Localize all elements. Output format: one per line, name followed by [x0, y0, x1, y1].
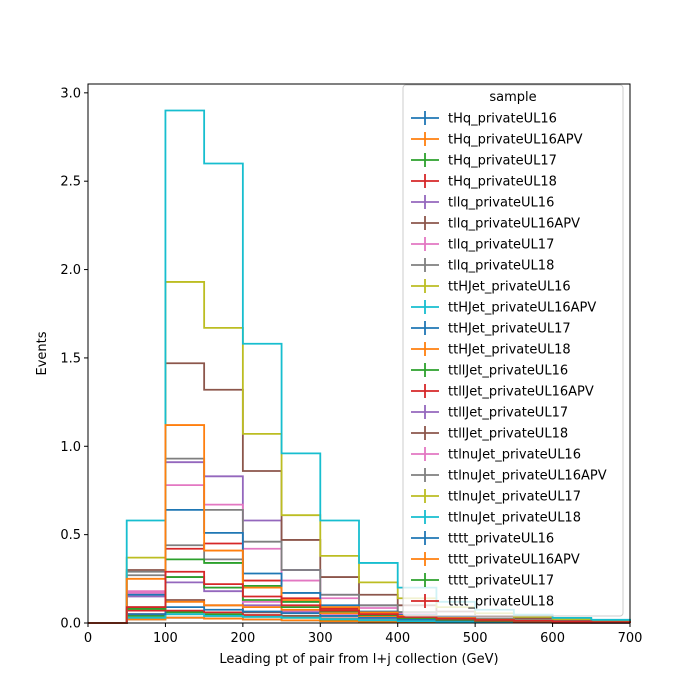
legend-entry: tllq_privateUL17 [411, 237, 554, 253]
legend-label: ttllJet_privateUL18 [448, 427, 568, 442]
legend-label: ttHJet_privateUL16 [448, 280, 571, 295]
legend-label: ttlnuJet_privateUL16APV [448, 469, 607, 484]
x-tick-label: 0 [84, 631, 92, 646]
legend-entry: tllq_privateUL18 [411, 258, 554, 274]
legend-entries: tHq_privateUL16 tHq_privateUL16APV tHq_pri… [411, 111, 607, 610]
legend-entry: ttlnuJet_privateUL17 [411, 489, 581, 505]
x-axis: 0 100 200 300 400 500 600 700 [84, 623, 643, 646]
x-tick-label: 400 [385, 631, 410, 646]
y-tick-label: 3.0 [60, 86, 81, 101]
legend-entry: tHq_privateUL16 [411, 111, 557, 127]
legend-label: ttHJet_privateUL16APV [448, 301, 596, 316]
legend-label: tHq_privateUL16APV [448, 133, 583, 148]
legend-entry: ttllJet_privateUL17 [411, 405, 568, 421]
legend-label: ttHJet_privateUL18 [448, 343, 571, 358]
series-line-tttt_privateUL18 [88, 570, 631, 624]
legend-label: tHq_privateUL16 [448, 112, 557, 127]
axes-frame [87, 83, 631, 624]
series-layer [88, 109, 631, 624]
legend-entry: ttllJet_privateUL18 [411, 426, 568, 442]
legend-entry: tttt_privateUL18 [411, 594, 554, 610]
y-tick-label: 1.0 [60, 440, 81, 455]
legend-label: tllq_privateUL16APV [448, 217, 580, 232]
legend-label: tttt_privateUL17 [448, 574, 554, 589]
y-tick-label: 1.5 [60, 351, 81, 366]
legend-label: tttt_privateUL16 [448, 532, 554, 547]
legend-label: ttlnuJet_privateUL16 [448, 448, 581, 463]
legend-entry: tHq_privateUL18 [411, 174, 557, 190]
legend-label: tHq_privateUL17 [448, 154, 557, 169]
legend-label: tttt_privateUL18 [448, 595, 554, 610]
legend-entry: tHq_privateUL16APV [411, 132, 583, 148]
y-tick-label: 0.0 [60, 617, 81, 632]
x-tick-label: 200 [230, 631, 255, 646]
legend-label: tllq_privateUL18 [448, 259, 554, 274]
legend-label: ttHJet_privateUL17 [448, 322, 571, 337]
legend-entry: ttllJet_privateUL16 [411, 363, 568, 379]
x-tick-label: 100 [153, 631, 178, 646]
legend-label: tllq_privateUL16 [448, 196, 554, 211]
legend-label: tttt_privateUL16APV [448, 553, 580, 568]
legend: sample tHq_privateUL16 tHq_privateUL16APV… [402, 84, 624, 617]
legend-label: tllq_privateUL17 [448, 238, 554, 253]
legend-entry: ttlnuJet_privateUL16APV [411, 468, 607, 484]
y-axis: 0.0 0.5 1.0 1.5 2.0 2.5 3.0 [60, 86, 88, 632]
legend-label: ttllJet_privateUL17 [448, 406, 568, 421]
legend-entry: ttHJet_privateUL18 [411, 342, 571, 358]
y-axis-label: Events [35, 331, 50, 375]
legend-entry: tllq_privateUL16APV [411, 216, 580, 232]
legend-entry: ttlnuJet_privateUL18 [411, 510, 581, 526]
legend-label: tHq_privateUL18 [448, 175, 557, 190]
legend-entry: ttlnuJet_privateUL16 [411, 447, 581, 463]
legend-entry: tllq_privateUL16 [411, 195, 554, 211]
legend-label: ttllJet_privateUL16 [448, 364, 568, 379]
legend-label: ttlnuJet_privateUL17 [448, 490, 581, 505]
legend-box [402, 84, 624, 617]
legend-entry: tttt_privateUL16APV [411, 552, 580, 568]
legend-title: sample [489, 90, 536, 105]
legend-entry: tttt_privateUL16 [411, 531, 554, 547]
x-tick-label: 500 [463, 631, 488, 646]
x-tick-label: 300 [308, 631, 333, 646]
y-tick-label: 0.5 [60, 528, 81, 543]
legend-entry: ttHJet_privateUL16APV [411, 300, 596, 316]
legend-entry: tHq_privateUL17 [411, 153, 557, 169]
legend-label: ttlnuJet_privateUL18 [448, 511, 581, 526]
y-tick-label: 2.0 [60, 263, 81, 278]
legend-entry: ttHJet_privateUL16 [411, 279, 571, 295]
x-tick-label: 600 [540, 631, 565, 646]
legend-label: ttllJet_privateUL16APV [448, 385, 594, 400]
legend-entry: ttllJet_privateUL16APV [411, 384, 594, 400]
legend-entry: tttt_privateUL17 [411, 573, 554, 589]
y-tick-label: 2.5 [60, 175, 81, 190]
legend-entry: ttHJet_privateUL17 [411, 321, 571, 337]
x-axis-label: Leading pt of pair from l+j collection (… [219, 652, 498, 667]
x-tick-label: 700 [618, 631, 643, 646]
